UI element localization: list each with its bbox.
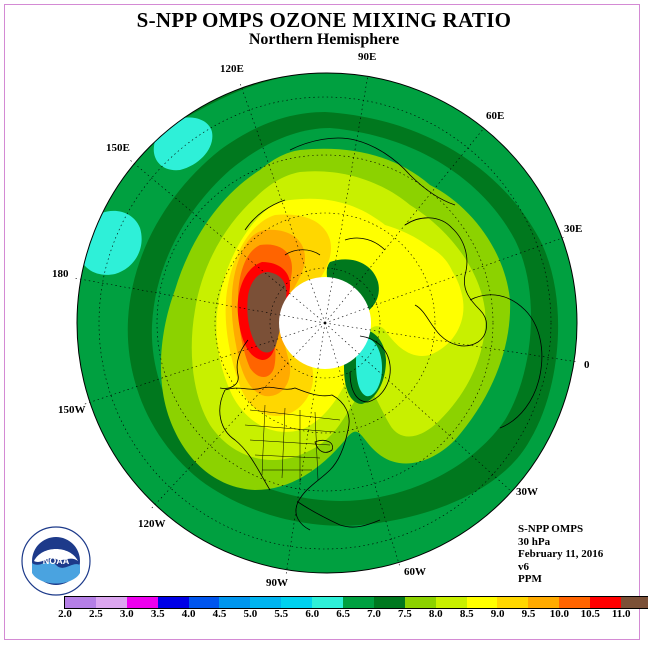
lon-label-120w: 120W (138, 518, 166, 530)
lon-label-60e: 60E (486, 110, 505, 122)
lon-label-150w: 150W (58, 404, 86, 416)
figure-frame (4, 4, 640, 640)
lon-label-30e: 30E (564, 223, 583, 235)
colorbar-swatch-17 (590, 597, 622, 608)
map-subtitle: Northern Hemisphere (248, 31, 400, 48)
colorbar-swatch-2 (126, 597, 158, 608)
colorbar-swatch-13 (466, 597, 498, 608)
colorbar-swatch-9 (343, 597, 374, 608)
coast-alaska (219, 339, 249, 389)
colorbar-tick-label: 2.5 (89, 608, 103, 620)
colorbar-tick-label: 6.0 (305, 608, 320, 620)
colorbar-swatch-12 (435, 597, 467, 608)
colorbar-swatch-4 (188, 597, 220, 608)
colorbar-tick-label: 3.0 (119, 608, 134, 620)
colorbar-swatch-11 (404, 597, 436, 608)
colorbar-swatch-0 (65, 597, 96, 608)
graticule (73, 74, 579, 576)
coast-africa (469, 294, 543, 429)
lon-label-150e: 150E (106, 142, 130, 154)
field-brown (247, 272, 287, 353)
map-boundary (76, 72, 578, 574)
colorbar (64, 596, 648, 609)
colorbar-swatch-18 (621, 597, 648, 608)
colorbar-tick-label: 6.5 (336, 608, 350, 620)
colorbar-tick-label: 10.0 (549, 608, 570, 620)
coast-russia-arctic (284, 237, 386, 256)
info-version: v6 (518, 560, 529, 573)
colorbar-tick-label: 5.5 (274, 608, 289, 620)
state-boundaries (244, 404, 341, 482)
info-level: 30 hPa (518, 535, 551, 548)
coast-central-america (297, 501, 381, 528)
colorbar-ticks: 2.0 2.5 3.0 3.5 4.0 4.5 5.0 5.5 6.0 6.5 7.0 7.5 8.0 8… (0, 608, 648, 622)
lon-label-90e: 90E (358, 51, 377, 63)
field-yellow-europe (389, 239, 456, 311)
colorbar-swatch-7 (281, 597, 313, 608)
colorbar-tick-label: 9.5 (521, 608, 536, 620)
field-low-cyan-greenland (356, 337, 382, 397)
lon-label-180: 180 (52, 268, 69, 280)
info-units: PPM (518, 573, 542, 586)
colorbar-tick-label: 8.0 (428, 608, 443, 620)
colorbar-swatch-5 (219, 597, 251, 608)
colorbar-tick-label: 11.0 (611, 608, 631, 620)
lon-label-30w: 30W (516, 486, 538, 498)
colorbar-tick-label: 3.5 (150, 608, 165, 620)
info-instrument: S-NPP OMPS (518, 523, 584, 535)
coast-europe (404, 217, 487, 347)
logo-text: NOAA (43, 556, 70, 566)
map-title: S-NPP OMPS OZONE MIXING RATIO (136, 8, 512, 32)
colorbar-tick-label: 7.0 (367, 608, 381, 620)
lon-label-60w: 60W (404, 566, 426, 578)
coast-north-america (219, 386, 350, 531)
colorbar-swatch-16 (559, 597, 591, 608)
lon-label-120e: 120E (220, 63, 244, 75)
colorbar-swatch-15 (528, 597, 560, 608)
field-cyan-1 (153, 117, 213, 171)
colorbar-tick-label: 10.5 (580, 608, 600, 620)
coast-great-lakes (314, 440, 333, 453)
colorbar-swatch-14 (497, 597, 529, 608)
lon-label-90w: 90W (266, 577, 288, 589)
colorbar-swatch-8 (312, 597, 344, 608)
colorbar-tick-label: 7.5 (398, 608, 412, 620)
colorbar-tick-label: 8.5 (459, 608, 474, 620)
ozone-field (77, 73, 577, 573)
colorbar-swatch-6 (250, 597, 282, 608)
coast-greenland (349, 335, 391, 403)
info-date: February 11, 2016 (518, 548, 604, 561)
colorbar-tick-label: 2.0 (58, 608, 72, 620)
colorbar-swatch-3 (157, 597, 189, 608)
info-block: S-NPP OMPS 30 hPa February 11, 2016 v6 P… (518, 523, 603, 586)
colorbar-swatch-10 (373, 597, 405, 608)
lon-label-0: 0 (584, 359, 590, 371)
colorbar-tick-label: 5.0 (243, 608, 258, 620)
colorbar-tick-label: 4.5 (212, 608, 227, 620)
colorbar-tick-label: 4.0 (181, 608, 196, 620)
colorbar-swatch-1 (95, 597, 127, 608)
noaa-logo: NOAA (21, 526, 91, 596)
colorbar-tick-label: 9.0 (490, 608, 505, 620)
